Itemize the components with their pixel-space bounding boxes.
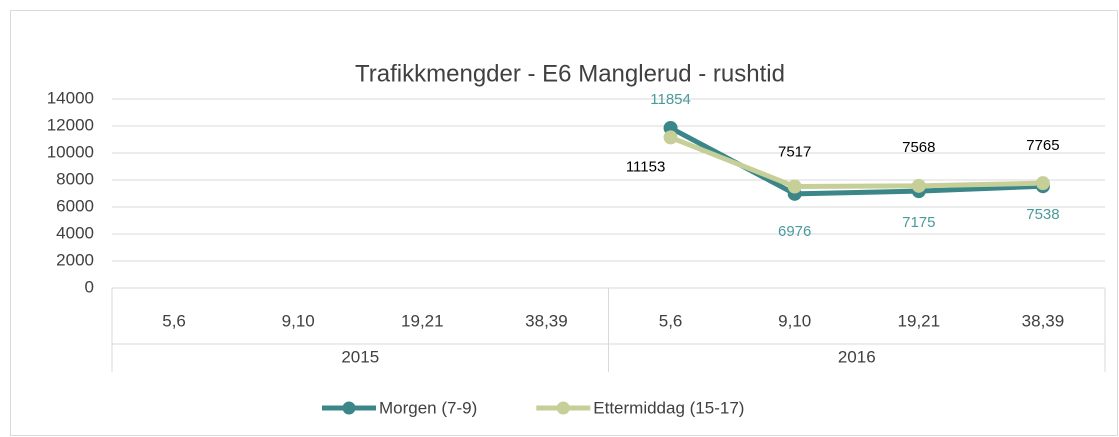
y-tick-label: 12000 [47,115,94,134]
data-label: 11153 [626,158,666,175]
data-label: 7175 [902,214,935,231]
y-tick-label: 2000 [56,250,94,269]
x-tick-label: 19,21 [401,311,444,330]
data-label: 7765 [1026,137,1059,154]
data-label: 6976 [778,223,811,240]
chart-title: Trafikkmengder - E6 Manglerud - rushtid [355,60,785,87]
legend-label: Morgen (7-9) [379,398,477,417]
chart-border [10,10,1118,436]
x-tick-label: 9,10 [282,311,315,330]
y-tick-label: 6000 [56,196,94,215]
legend-marker [556,401,570,415]
x-group-label: 2015 [341,347,379,366]
point-marker [911,178,926,193]
y-tick-label: 10000 [47,142,94,161]
series-line [669,135,1043,190]
data-label: 7538 [1026,206,1059,223]
y-tick-label: 4000 [56,223,94,242]
x-tick-label: 38,39 [1022,311,1065,330]
y-tick-label: 14000 [47,88,94,107]
point-marker [1035,176,1050,191]
y-tick-label: 8000 [56,169,94,188]
x-tick-label: 38,39 [525,311,568,330]
x-tick-label: 19,21 [898,311,941,330]
point-marker [787,179,802,194]
data-label: 7568 [902,139,935,156]
data-label: 7517 [778,143,811,160]
x-tick-label: 9,10 [778,311,811,330]
data-label: 11854 [650,91,691,108]
x-group-label: 2016 [838,347,876,366]
x-tick-label: 5,6 [659,311,683,330]
x-tick-label: 5,6 [162,311,186,330]
legend-marker [342,401,356,415]
y-tick-label: 0 [85,277,94,296]
legend-label: Ettermiddag (15-17) [593,398,744,417]
point-marker [663,130,678,145]
